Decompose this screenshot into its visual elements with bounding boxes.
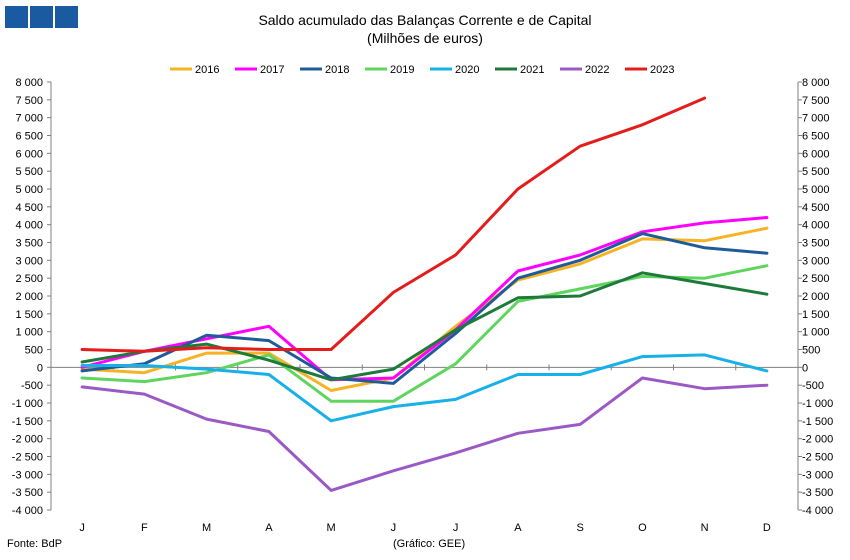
logo-block: [5, 6, 28, 28]
logo-block: [30, 6, 53, 28]
y-tick-label-right: -2 500: [802, 452, 833, 464]
y-tick-label-left: 7 500: [15, 95, 43, 107]
y-tick-label-left: 4 000: [15, 220, 43, 232]
series-line-2023: [80, 96, 707, 353]
y-tick-label-left: 2 500: [15, 273, 43, 285]
y-tick-label-right: -1 000: [802, 398, 833, 410]
x-tick-label: A: [265, 522, 273, 534]
y-tick-label-left: 0: [37, 362, 43, 374]
y-tick-label-left: 7 000: [15, 113, 43, 125]
y-tick-label-left: 1 000: [15, 327, 43, 339]
x-tick-label: A: [514, 522, 522, 534]
y-tick-label-left: 3 000: [15, 255, 43, 267]
series-line-2021: [80, 271, 769, 382]
chart-title-block: Saldo acumulado das Balanças Corrente e …: [0, 11, 850, 47]
y-tick-label-left: 5 500: [15, 166, 43, 178]
legend-label-2022: 2022: [585, 64, 609, 76]
y-tick-label-right: -3 000: [802, 469, 833, 481]
series-line-2022: [80, 376, 769, 492]
y-tick-label-left: 6 000: [15, 148, 43, 160]
y-tick-label-left: 500: [25, 345, 43, 357]
chart-subtitle: (Milhões de euros): [367, 30, 483, 46]
legend-label-2020: 2020: [455, 64, 479, 76]
y-tick-label-left: -500: [21, 380, 43, 392]
y-tick-label-left: -3 500: [12, 487, 43, 499]
y-tick-label-left: 4 500: [15, 202, 43, 214]
logo: [5, 6, 78, 28]
y-tick-label-left: 6 500: [15, 131, 43, 143]
y-tick-label-left: -1 500: [12, 416, 43, 428]
y-tick-label-right: -1 500: [802, 416, 833, 428]
y-tick-label-left: -3 000: [12, 469, 43, 481]
x-tick-label: J: [79, 522, 85, 534]
logo-block: [55, 6, 78, 28]
y-tick-label-right: -500: [802, 380, 824, 392]
legend-label-2018: 2018: [325, 64, 349, 76]
legend-label-2016: 2016: [195, 64, 219, 76]
legend-label-2023: 2023: [650, 64, 674, 76]
series-line-2018: [80, 232, 769, 385]
y-tick-label-right: 3 500: [802, 238, 830, 250]
y-tick-label-right: 2 500: [802, 273, 830, 285]
y-tick-label-right: 4 500: [802, 202, 830, 214]
source-note: Fonte: BdP: [7, 538, 63, 550]
y-tick-label-right: 6 000: [802, 148, 830, 160]
x-tick-label: D: [763, 522, 771, 534]
y-tick-label-right: 8 000: [802, 77, 830, 89]
legend-label-2019: 2019: [390, 64, 414, 76]
y-tick-label-left: 5 000: [15, 184, 43, 196]
credit-note: (Gráfico: GEE): [393, 538, 466, 550]
y-tick-label-right: 500: [802, 345, 820, 357]
x-tick-label: J: [391, 522, 397, 534]
y-tick-label-left: 3 500: [15, 238, 43, 250]
y-tick-label-right: 3 000: [802, 255, 830, 267]
x-tick-label: O: [638, 522, 647, 534]
legend-label-2021: 2021: [520, 64, 544, 76]
y-tick-label-left: -1 000: [12, 398, 43, 410]
y-tick-label-right: 7 000: [802, 113, 830, 125]
y-tick-label-left: 8 000: [15, 77, 43, 89]
x-tick-label: F: [141, 522, 148, 534]
y-tick-label-right: 1 000: [802, 327, 830, 339]
x-tick-label: J: [453, 522, 459, 534]
y-tick-label-right: 6 500: [802, 131, 830, 143]
x-tick-label: M: [202, 522, 211, 534]
y-tick-label-right: -2 000: [802, 434, 833, 446]
y-tick-label-right: -4 000: [802, 505, 833, 517]
y-tick-label-left: -2 500: [12, 452, 43, 464]
y-tick-label-right: 2 000: [802, 291, 830, 303]
y-tick-label-right: 0: [802, 362, 808, 374]
series-line-2019: [80, 264, 769, 403]
legend-label-2017: 2017: [260, 64, 284, 76]
x-tick-label: S: [576, 522, 583, 534]
chart-title: Saldo acumulado das Balanças Corrente e …: [258, 12, 592, 28]
y-tick-label-right: 7 500: [802, 95, 830, 107]
y-tick-label-left: 2 000: [15, 291, 43, 303]
x-tick-label: N: [701, 522, 709, 534]
series-line-2020: [80, 353, 769, 423]
y-tick-label-left: -4 000: [12, 505, 43, 517]
y-tick-label-right: 1 500: [802, 309, 830, 321]
x-tick-label: M: [327, 522, 336, 534]
y-tick-label-right: 5 000: [802, 184, 830, 196]
y-tick-label-right: 5 500: [802, 166, 830, 178]
y-tick-label-right: 4 000: [802, 220, 830, 232]
y-tick-label-right: -3 500: [802, 487, 833, 499]
y-tick-label-left: 1 500: [15, 309, 43, 321]
y-tick-label-left: -2 000: [12, 434, 43, 446]
